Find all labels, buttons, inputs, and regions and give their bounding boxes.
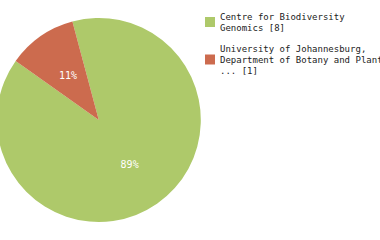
svg-text:University of Johannesburg,: University of Johannesburg, — [220, 44, 366, 54]
svg-text:11%: 11% — [59, 70, 77, 81]
svg-text:Centre for Biodiversity: Centre for Biodiversity — [220, 12, 345, 22]
svg-text:Genomics [8]: Genomics [8] — [220, 23, 285, 33]
svg-text:89%: 89% — [121, 159, 139, 170]
svg-text:... [1]: ... [1] — [220, 66, 258, 76]
svg-text:Department of Botany and Plant: Department of Botany and Plant — [220, 55, 380, 65]
